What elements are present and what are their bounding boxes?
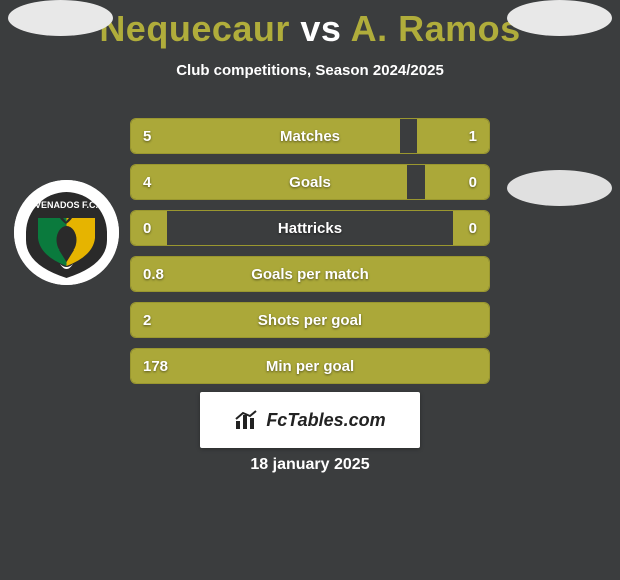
brand-chart-icon: [234, 409, 260, 431]
vs-text: vs: [300, 8, 341, 49]
stat-label: Min per goal: [131, 349, 489, 383]
player1-name: Nequecaur: [99, 8, 290, 49]
player1-avatar-placeholder: [8, 0, 113, 36]
svg-text:VENADOS F.C.: VENADOS F.C.: [35, 200, 98, 210]
comparison-bars: 51Matches 40Goals 00Hattricks 0.8Goals per …: [130, 118, 490, 394]
stat-row: 51Matches: [130, 118, 490, 154]
player2-avatar-placeholder: [507, 0, 612, 36]
date-text: 18 january 2025: [0, 456, 620, 474]
stat-row: 40Goals: [130, 164, 490, 200]
brand-text: FcTables.com: [266, 410, 385, 431]
stat-row: 178Min per goal: [130, 348, 490, 384]
player2-club-badge-placeholder: [507, 170, 612, 206]
stat-row: 2Shots per goal: [130, 302, 490, 338]
stat-label: Goals per match: [131, 257, 489, 291]
stat-label: Hattricks: [131, 211, 489, 245]
stat-label: Shots per goal: [131, 303, 489, 337]
player1-club-badge: VENADOS F.C.: [14, 180, 119, 285]
player2-name: A. Ramos: [351, 8, 521, 49]
stat-row: 00Hattricks: [130, 210, 490, 246]
stat-label: Matches: [131, 119, 489, 153]
brand-watermark: FcTables.com: [200, 392, 420, 448]
subtitle: Club competitions, Season 2024/2025: [0, 62, 620, 79]
stat-row: 0.8Goals per match: [130, 256, 490, 292]
stat-label: Goals: [131, 165, 489, 199]
